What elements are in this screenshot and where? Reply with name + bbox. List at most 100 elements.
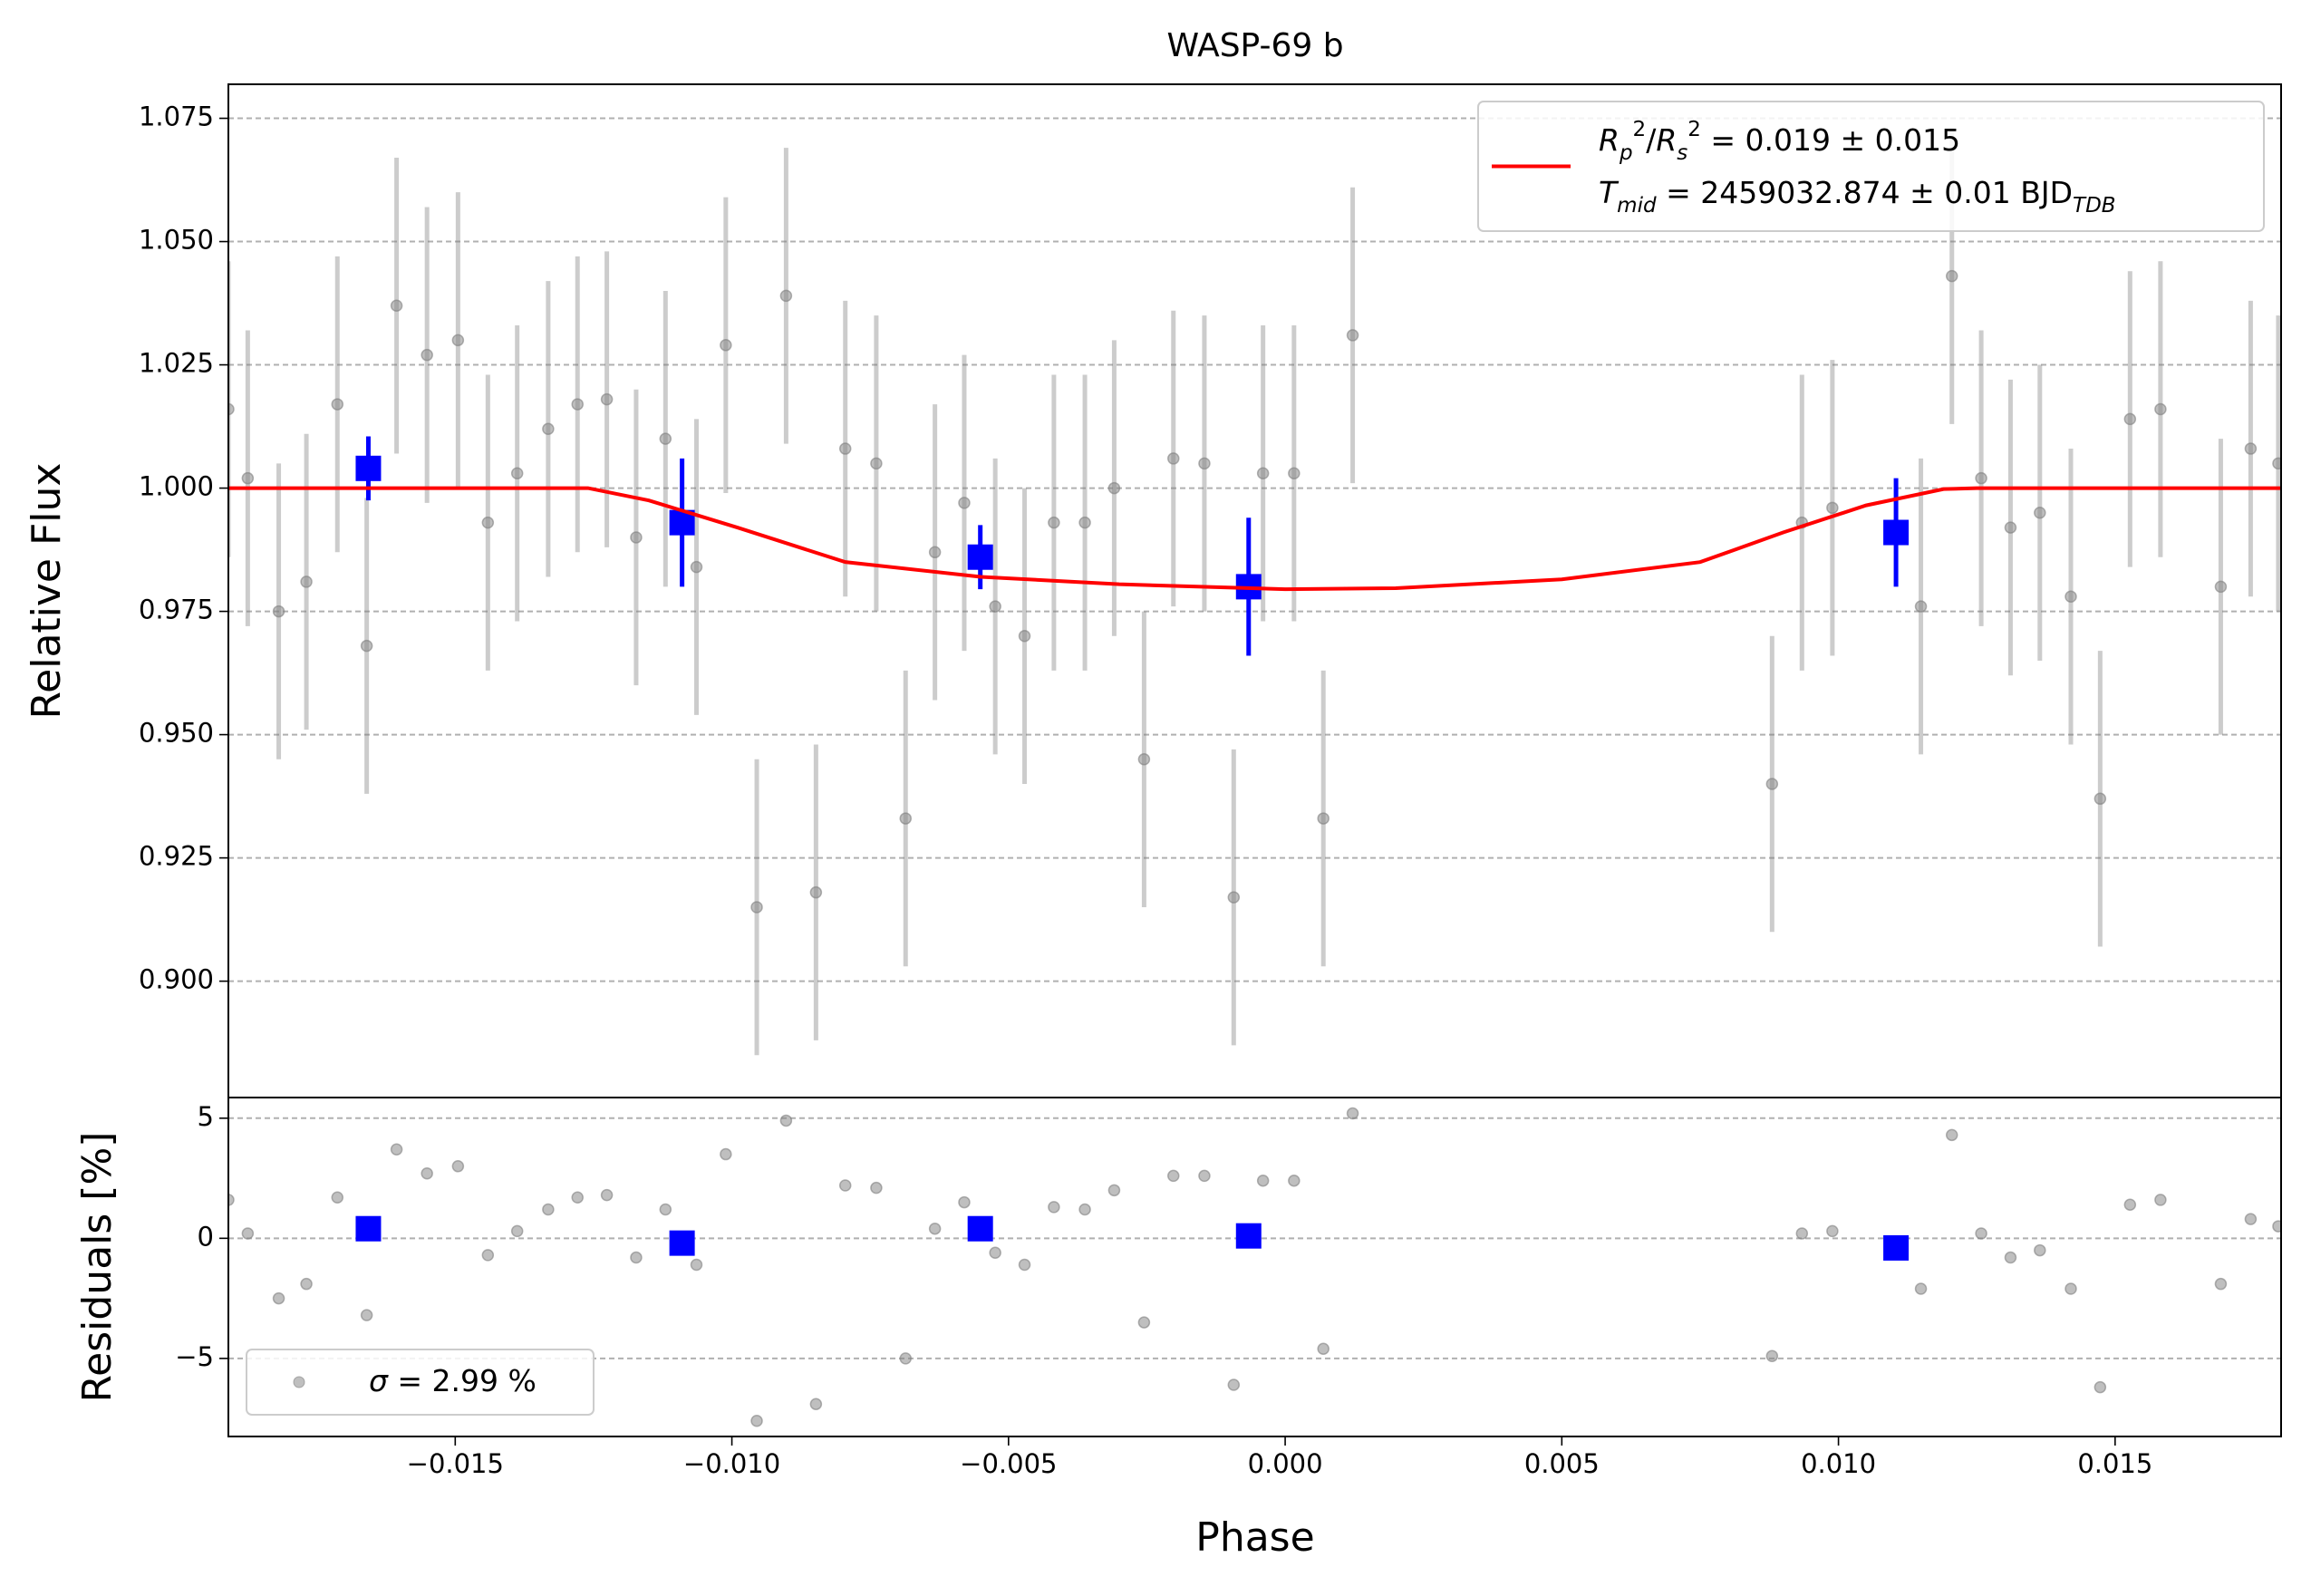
- data-point: [958, 1195, 971, 1209]
- legend-label-part: TDB: [2073, 194, 2116, 218]
- data-point: [1167, 1169, 1180, 1183]
- data-point: [1975, 471, 1987, 485]
- legend-label-part: 2: [1633, 118, 1647, 141]
- data-point: [2064, 590, 2077, 604]
- y-tick-label: 0.900: [139, 964, 214, 995]
- binned-point: [669, 1230, 695, 1256]
- binned-point: [355, 1215, 382, 1242]
- data-point: [989, 600, 1001, 613]
- data-point: [870, 457, 883, 470]
- data-point: [1346, 329, 1359, 342]
- data-point: [1945, 1128, 1958, 1142]
- data-point: [1198, 457, 1211, 470]
- legend-label-part: R: [1599, 122, 1620, 158]
- chart-title: WASP-69 b: [1166, 27, 1343, 64]
- data-point: [1288, 1174, 1301, 1187]
- data-point: [2123, 412, 2137, 426]
- binned-point: [967, 1215, 993, 1242]
- data-point: [659, 1203, 672, 1216]
- data-point: [2272, 1220, 2281, 1233]
- data-point: [2244, 442, 2258, 455]
- data-point: [899, 812, 913, 825]
- data-point: [390, 299, 403, 313]
- legend-label-part: mid: [1617, 194, 1657, 218]
- data-point: [1914, 1282, 1928, 1295]
- data-point: [2004, 521, 2017, 534]
- legend-marker: [293, 1376, 305, 1388]
- data-point: [1078, 1203, 1091, 1216]
- data-point: [228, 402, 235, 416]
- data-point: [1317, 812, 1330, 825]
- binned-point: [1883, 1234, 1910, 1261]
- data-point: [1914, 600, 1928, 613]
- legend-label: Rp2/Rs2 = 0.019 ± 0.015: [1599, 118, 1960, 165]
- data-point: [272, 1291, 285, 1305]
- x-tick-label: −0.010: [683, 1448, 780, 1479]
- data-point: [1765, 1349, 1779, 1362]
- data-point: [600, 392, 614, 406]
- data-point: [451, 1160, 465, 1173]
- y-tick-label: −5: [175, 1341, 214, 1372]
- legend-label-part: s: [1677, 141, 1687, 165]
- data-point: [1107, 1184, 1121, 1197]
- y-axis-label: Relative Flux: [24, 463, 70, 720]
- data-point: [1795, 1227, 1809, 1240]
- legend-label-part: = 2459032.874 ± 0.01 BJD: [1657, 175, 2073, 210]
- data-point: [300, 1277, 313, 1291]
- y-tick-label: 5: [198, 1101, 214, 1132]
- data-point: [1078, 516, 1091, 529]
- binned-point: [1235, 1223, 1262, 1249]
- data-point: [390, 1143, 403, 1156]
- data-point: [958, 497, 971, 509]
- data-point: [360, 639, 373, 653]
- data-point: [272, 605, 285, 618]
- y-tick-label: 1.000: [139, 471, 214, 502]
- y-tick-label: 0.950: [139, 718, 214, 749]
- data-point: [1317, 1342, 1330, 1356]
- data-point: [838, 442, 852, 455]
- data-point: [542, 422, 555, 436]
- data-point: [228, 1194, 235, 1206]
- data-point: [1198, 1169, 1211, 1183]
- data-point: [928, 1222, 942, 1235]
- y-tick-label: 0: [198, 1221, 214, 1252]
- y-tick-label: 1.075: [139, 102, 214, 132]
- y-tick-label: 0.925: [139, 841, 214, 872]
- data-point: [989, 1246, 1001, 1259]
- data-point: [1018, 630, 1031, 643]
- data-point: [690, 560, 703, 574]
- legend-label: Tmid = 2459032.874 ± 0.01 BJDTDB: [1599, 175, 2116, 218]
- x-tick-label: −0.005: [960, 1448, 1057, 1479]
- data-point: [300, 576, 313, 588]
- x-tick-label: 0.010: [1801, 1448, 1876, 1479]
- data-point: [1826, 1224, 1839, 1238]
- model-line: [228, 486, 2281, 592]
- data-point: [928, 546, 942, 559]
- data-point: [779, 289, 793, 303]
- legend-label: σ = 2.99 %: [369, 1363, 537, 1398]
- data-point: [571, 1191, 584, 1204]
- data-point: [421, 1167, 433, 1180]
- data-point: [2034, 1243, 2046, 1257]
- data-point: [2154, 1194, 2167, 1206]
- data-point: [331, 398, 344, 411]
- data-point: [1227, 891, 1241, 904]
- data-point: [809, 885, 823, 899]
- plot-area: [228, 1107, 2281, 1427]
- data-point: [421, 348, 433, 362]
- y-tick-label: 0.975: [139, 595, 214, 625]
- legend-label-part: 2: [1687, 118, 1701, 141]
- data-point: [899, 1352, 913, 1365]
- data-point: [2214, 580, 2228, 594]
- plot-area: [228, 128, 2281, 1056]
- data-point: [2064, 1282, 2077, 1295]
- data-point: [2093, 792, 2107, 806]
- data-point: [1137, 1316, 1151, 1329]
- binned-point: [1883, 519, 1910, 546]
- data-point: [2034, 507, 2046, 519]
- legend-label-part: /: [1646, 122, 1657, 158]
- data-point: [1167, 452, 1180, 465]
- data-point: [1945, 269, 1958, 283]
- data-point: [630, 531, 643, 544]
- data-point: [1765, 778, 1779, 790]
